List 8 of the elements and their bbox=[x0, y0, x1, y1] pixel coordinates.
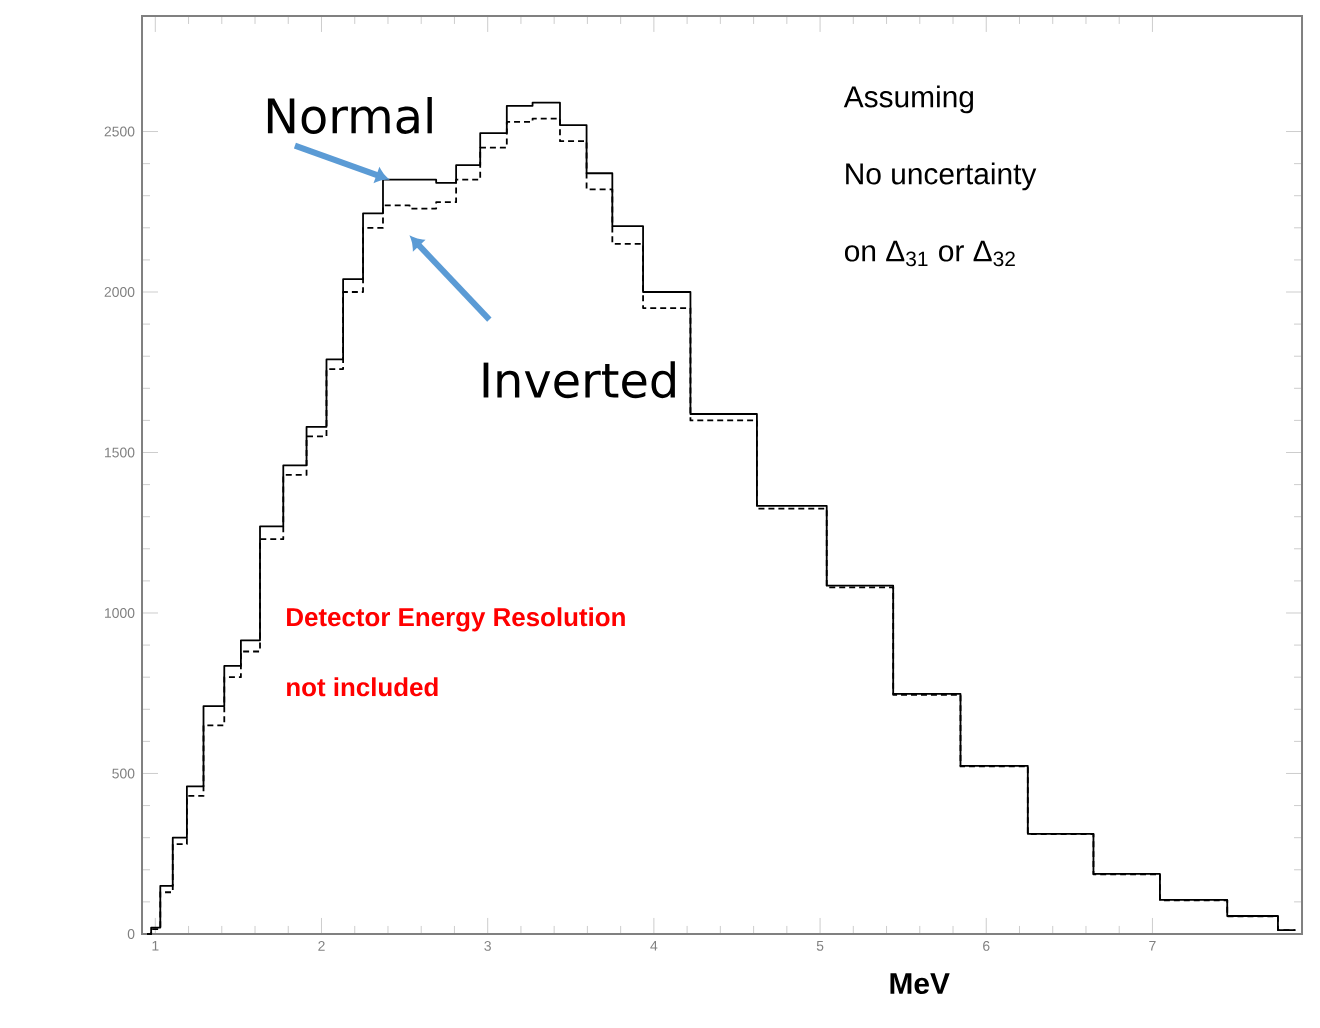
series-label: Normal bbox=[267, 96, 432, 134]
annotation: No uncertainty bbox=[846, 162, 1037, 191]
x-axis-title: MeV bbox=[890, 973, 950, 994]
series-label: Inverted bbox=[483, 361, 675, 399]
annotation: Assuming bbox=[843, 85, 974, 114]
annotation: Detector Energy Resolution bbox=[287, 607, 625, 632]
annotation: on Δ$_{31}$ or Δ$_{32}$ bbox=[844, 240, 1015, 267]
annotation: not included bbox=[287, 677, 438, 697]
